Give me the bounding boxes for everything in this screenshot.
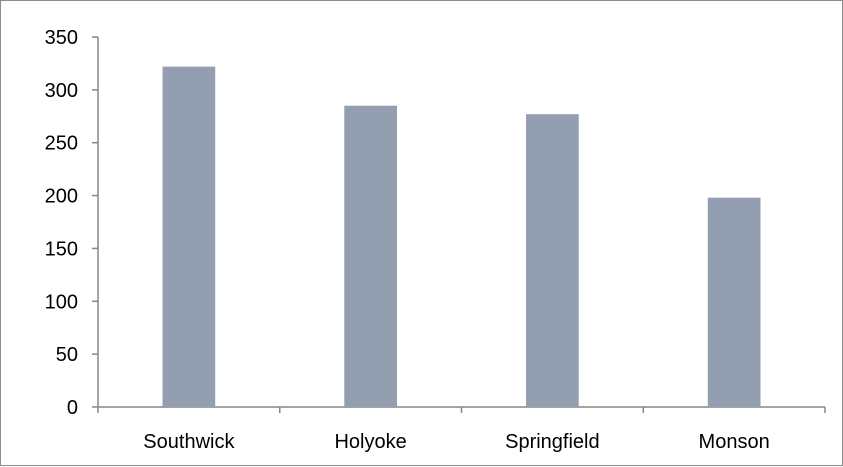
y-tick-label: 300 bbox=[45, 80, 78, 102]
x-tick-label: Springfield bbox=[505, 431, 600, 453]
y-tick-label: 150 bbox=[45, 238, 78, 260]
y-tick-label: 250 bbox=[45, 133, 78, 155]
bars bbox=[162, 66, 761, 408]
bar-southwick bbox=[162, 66, 216, 407]
bar-monson bbox=[707, 197, 761, 407]
x-tick-label: Southwick bbox=[143, 431, 235, 453]
x-tick-label: Holyoke bbox=[334, 431, 406, 453]
y-tick-label: 0 bbox=[67, 397, 78, 419]
bar-holyoke bbox=[344, 105, 397, 407]
bar-springfield bbox=[526, 114, 579, 408]
y-tick-label: 50 bbox=[56, 344, 78, 366]
y-tick-label: 350 bbox=[45, 27, 78, 49]
x-tick-label: Monson bbox=[699, 431, 770, 453]
x-axis: Southwick Holyoke Springfield Monson bbox=[97, 406, 826, 453]
y-tick-label: 200 bbox=[45, 186, 78, 208]
y-axis: 0 50 100 150 200 250 300 350 bbox=[45, 27, 99, 419]
y-tick-label: 100 bbox=[45, 291, 78, 313]
